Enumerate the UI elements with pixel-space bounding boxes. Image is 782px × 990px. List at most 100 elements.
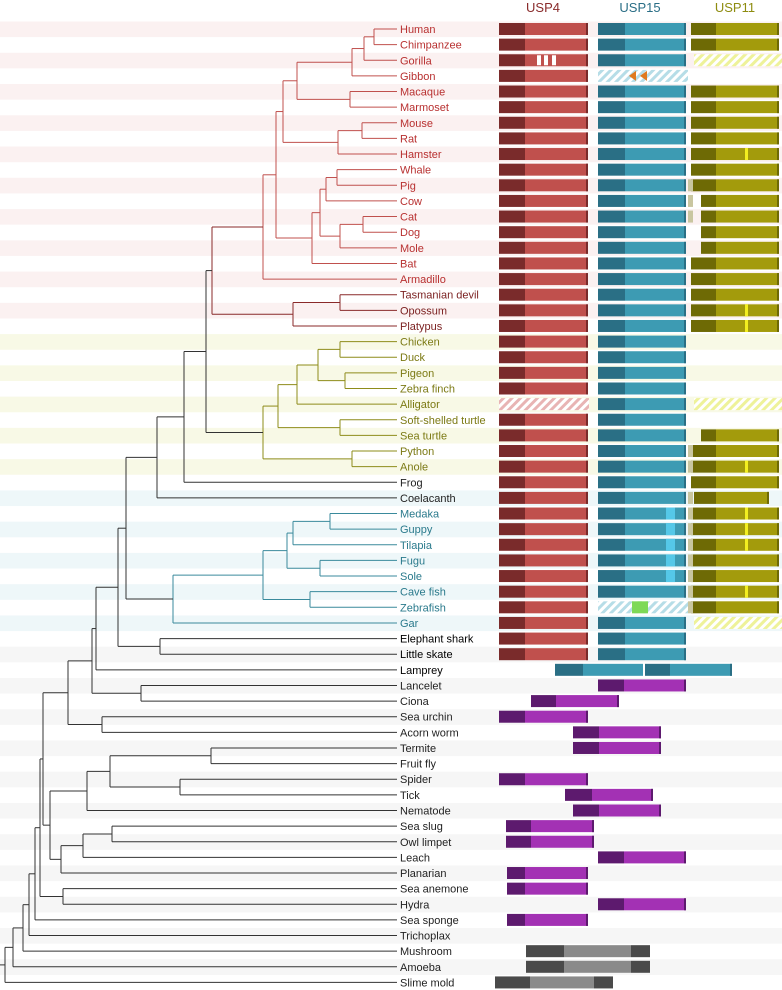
invertebrate-usp-bar-end (659, 804, 661, 817)
usp4-bar-end (586, 648, 588, 661)
species-label-slime-mold: Slime mold (400, 977, 454, 989)
invertebrate-usp-bar-domain-b (525, 710, 588, 723)
species-labels: Human Chimpanzee Gorilla Gibbon Macaque Marmo… (400, 24, 486, 989)
usp15-bar-domain-b (625, 257, 686, 270)
species-label-bat: Bat (400, 258, 417, 270)
usp15-bar-domain-a (598, 54, 625, 67)
usp4-bar-domain-b (525, 319, 588, 332)
usp11-bar-end (777, 445, 779, 458)
usp4-bar-domain-b (525, 616, 588, 629)
usp4-bar-domain-a (499, 304, 525, 317)
usp15-bar-domain-a (598, 148, 625, 161)
invertebrate-usp-bar-end (586, 882, 588, 895)
species-label-soft-shelled-turtle: Soft-shelled turtle (400, 415, 486, 427)
invertebrate-usp-bar-domain-b (624, 679, 686, 692)
usp4-bar-domain-a (499, 210, 525, 223)
usp15-bar-domain-a (598, 366, 625, 379)
usp4-bar-domain-b (525, 148, 588, 161)
usp4-bar-domain-b (525, 445, 588, 458)
usp15-bar-domain-b (625, 585, 686, 598)
usp15-variant-mark (666, 554, 675, 567)
usp4-bar-domain-b (525, 163, 588, 176)
usp11-bar-domain-b (716, 241, 779, 254)
species-label-tilapia: Tilapia (400, 540, 433, 552)
invertebrate-usp-bar-end (586, 867, 588, 880)
usp4-bar-domain-a (499, 116, 525, 129)
usp11-bar-end (777, 163, 779, 176)
usp4-bar-domain-a (499, 445, 525, 458)
usp4-bar-domain-b (525, 69, 588, 82)
usp15-bar-domain-a (598, 241, 625, 254)
usp15-bar-end (684, 54, 686, 67)
usp15-bar-domain-b (625, 445, 686, 458)
usp15-bar-end (684, 23, 686, 35)
usp15-bar-end (684, 523, 686, 536)
usp11-bar-domain-a (691, 460, 716, 473)
species-label-cave-fish: Cave fish (400, 587, 446, 599)
usp15-bar-end (684, 335, 686, 348)
usp11-bar-end (777, 273, 779, 286)
species-label-acorn-worm: Acorn worm (400, 727, 459, 739)
usp4-bar-domain-a (499, 273, 525, 286)
species-label-hamster: Hamster (400, 149, 442, 161)
usp15-bar-end (684, 257, 686, 270)
usp11-bar-end (777, 570, 779, 583)
usp15-bar-domain-b (625, 616, 686, 629)
species-label-sea-slug: Sea slug (400, 821, 443, 833)
usp15-bar-domain-a (598, 319, 625, 332)
species-label-little-skate: Little skate (400, 649, 453, 661)
usp4-bar-domain-b (525, 507, 588, 520)
usp4-bar-end (586, 210, 588, 223)
usp15-bar-domain-a (598, 632, 625, 645)
usp15-bar-domain-b (625, 38, 686, 51)
usp15-bar-domain-b (625, 304, 686, 317)
usp11-bar-end (767, 491, 769, 504)
usp11-variant-mark (745, 304, 748, 317)
invertebrate-usp-bar-domain-a (598, 679, 624, 692)
usp11-bar-domain-b (716, 257, 779, 270)
species-label-cow: Cow (400, 196, 422, 208)
usp4-bar-end (586, 382, 588, 395)
usp11-bar-domain-a (691, 476, 716, 489)
species-label-termite: Termite (400, 743, 436, 755)
species-label-armadillo: Armadillo (400, 274, 446, 286)
usp11-bar-domain-a (691, 445, 716, 458)
usp15-bar-end (684, 304, 686, 317)
usp15-bar-domain-a (598, 116, 625, 129)
usp4-bar-domain-b (525, 54, 588, 67)
usp4-bar-domain-b (525, 491, 588, 504)
usp4-bar-domain-b (525, 648, 588, 661)
usp4-bar-domain-a (499, 101, 525, 114)
usp11-bar-domain-b (716, 476, 779, 489)
usp11-bar-end (777, 38, 779, 51)
usp4-bar-partial (499, 398, 589, 411)
usp4-bar-domain-a (499, 69, 525, 82)
usp4-bar-domain-a (499, 148, 525, 161)
usp11-bar-end (777, 460, 779, 473)
usp15-bar-domain-a (598, 23, 625, 35)
usp11-bar-domain-b (716, 554, 779, 567)
species-label-amoeba: Amoeba (400, 962, 442, 974)
usp4-bar-domain-a (499, 288, 525, 301)
usp4-bar-domain-a (499, 38, 525, 51)
species-label-medaka: Medaka (400, 509, 440, 521)
usp15-bar-domain-b (625, 163, 686, 176)
usp11-bar-end (777, 554, 779, 567)
usp4-bar-end (586, 476, 588, 489)
usp4-bar-end (586, 445, 588, 458)
species-label-trichoplax: Trichoplax (400, 931, 451, 943)
species-label-lamprey: Lamprey (400, 665, 443, 677)
usp11-bar-domain-a (701, 429, 716, 442)
usp11-bar-domain-b (716, 491, 769, 504)
usp15-bar-domain-b (625, 351, 686, 364)
usp15-bar-end (684, 382, 686, 395)
usp11-extension (688, 554, 693, 567)
species-label-sea-turtle: Sea turtle (400, 430, 447, 442)
usp15-bar-domain-a (598, 398, 625, 411)
usp15-bar-end (684, 273, 686, 286)
usp11-bar-end (777, 538, 779, 551)
protein-domain-bars (495, 23, 782, 989)
invertebrate-usp-bar-end (586, 773, 588, 786)
species-label-zebrafish: Zebrafish (400, 602, 446, 614)
species-label-fugu: Fugu (400, 555, 425, 567)
